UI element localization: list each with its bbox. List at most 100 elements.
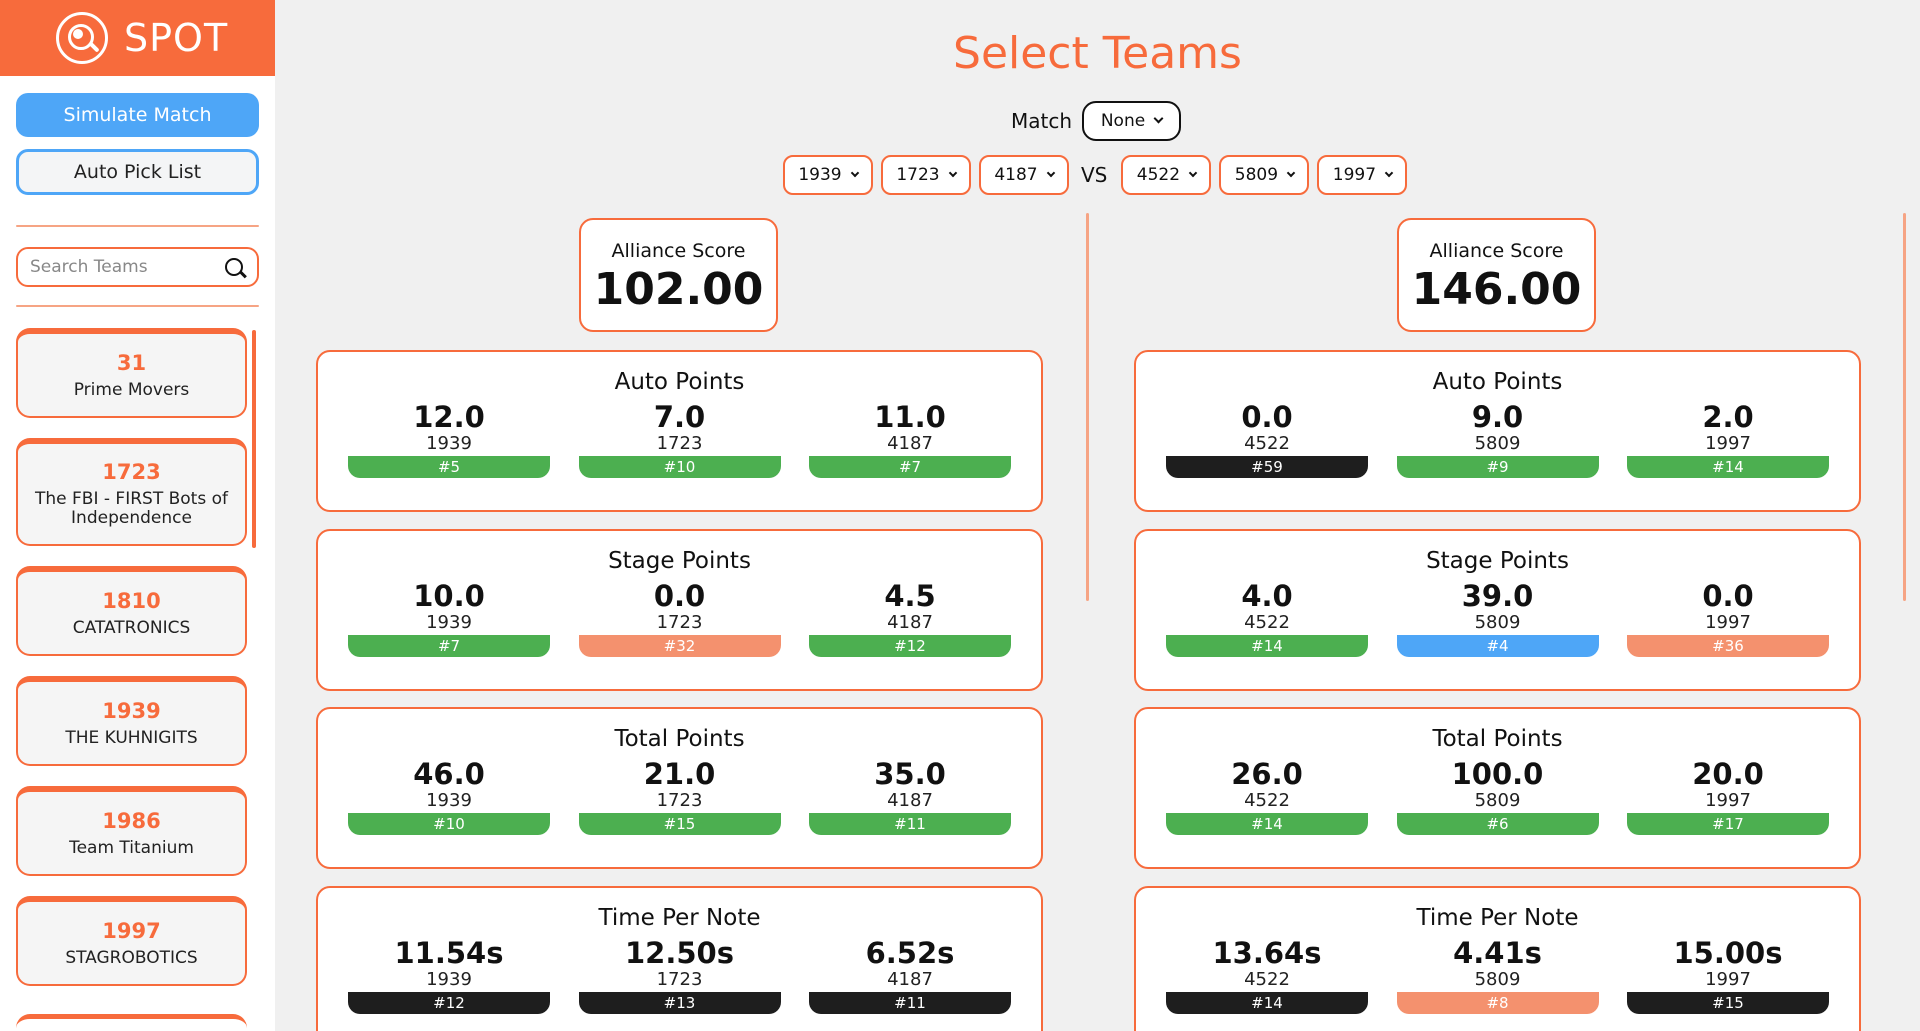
blue-team-select-3[interactable]: 1997 <box>1317 155 1408 195</box>
scrollbar[interactable] <box>1903 213 1906 601</box>
chevron-down-icon <box>1286 168 1296 178</box>
team-list: 31 Prime Movers 1723 The FBI - FIRST Bot… <box>16 328 254 1006</box>
stat-value: 9.0 <box>1471 400 1524 434</box>
stat-team: 4522 <box>1244 433 1290 454</box>
stat-team: 1997 <box>1705 969 1751 990</box>
stat-value: 26.0 <box>1231 757 1303 791</box>
team-name: The FBI - FIRST Bots of Independence <box>35 489 228 528</box>
stat-value: 4.5 <box>884 579 936 613</box>
stat-column: 11.0 4187 #7 <box>809 401 1011 478</box>
team-name: Team Titanium <box>69 837 194 858</box>
team-card[interactable]: 31 Prime Movers <box>16 328 247 418</box>
team-name: THE KUHNIGITS <box>65 727 198 748</box>
team-card[interactable]: 1997 STAGROBOTICS <box>16 896 247 986</box>
stat-column: 12.50s 1723 #13 <box>578 937 781 1014</box>
rank-badge: #11 <box>809 813 1011 835</box>
stat-team: 4187 <box>887 969 933 990</box>
stat-value: 0.0 <box>1702 579 1754 613</box>
match-row: Match None <box>1011 101 1182 141</box>
sidebar-divider <box>16 225 259 227</box>
team-card-partial[interactable] <box>16 1014 247 1031</box>
team-card[interactable]: 1810 CATATRONICS <box>16 566 247 656</box>
team-card[interactable]: 1723 The FBI - FIRST Bots of Independenc… <box>16 438 247 546</box>
match-label: Match <box>1011 109 1073 133</box>
chevron-down-icon <box>1153 113 1164 124</box>
team-number: 1723 <box>102 460 161 484</box>
stat-team: 1939 <box>426 612 472 633</box>
team-number: 1939 <box>102 698 161 723</box>
stat-team: 1997 <box>1705 433 1751 454</box>
stat-column: 0.0 1997 #36 <box>1627 580 1829 657</box>
stat-value: 11.0 <box>874 400 946 434</box>
stat-team: 1939 <box>426 969 472 990</box>
team-number: 1810 <box>102 588 161 613</box>
left-alliance-score: Alliance Score 102.00 <box>579 218 778 332</box>
team-number: 1997 <box>102 918 161 943</box>
alliance-score-label: Alliance Score <box>1429 240 1564 262</box>
search-teams-input[interactable]: Search Teams <box>16 247 259 287</box>
stat-team: 4187 <box>887 433 933 454</box>
brand-header[interactable]: SPOT <box>0 0 275 76</box>
stat-column: 4.0 4522 #14 <box>1166 580 1368 657</box>
team-select-value: 1997 <box>1332 165 1377 185</box>
stat-team: 4187 <box>887 612 933 633</box>
rank-badge: #11 <box>809 992 1011 1014</box>
search-placeholder: Search Teams <box>30 257 148 277</box>
chevron-down-icon <box>1188 168 1198 178</box>
spot-logo-icon <box>56 12 108 64</box>
stat-team: 5809 <box>1474 790 1521 811</box>
blue-team-select-1[interactable]: 4522 <box>1121 155 1212 195</box>
team-name: STAGROBOTICS <box>65 947 198 968</box>
red-team-select-3[interactable]: 4187 <box>979 155 1069 195</box>
rank-badge: #7 <box>348 635 550 657</box>
card-title: Auto Points <box>614 369 745 395</box>
rank-badge: #17 <box>1627 813 1829 835</box>
team-list-scrollbar[interactable] <box>252 330 256 548</box>
stat-value: 10.0 <box>413 579 485 613</box>
auto-pick-list-button[interactable]: Auto Pick List <box>16 149 259 195</box>
page-title: Select Teams <box>953 28 1242 79</box>
stat-team: 5809 <box>1474 612 1521 633</box>
stat-value: 35.0 <box>874 757 946 791</box>
team-card[interactable]: 1939 THE KUHNIGITS <box>16 676 247 766</box>
left-total-points-card: Total Points 46.0 1939 #10 21.0 1723 #15 35.… <box>316 707 1043 869</box>
team-number: 1986 <box>102 808 161 833</box>
rank-badge: #14 <box>1166 992 1368 1014</box>
stat-team: 4522 <box>1244 790 1290 811</box>
stat-team: 1939 <box>426 790 472 811</box>
card-title: Time Per Note <box>1416 905 1579 931</box>
match-select[interactable]: None <box>1082 101 1182 141</box>
red-team-select-1[interactable]: 1939 <box>783 155 873 195</box>
chevron-down-icon <box>850 168 859 178</box>
red-team-select-2[interactable]: 1723 <box>881 155 971 195</box>
stat-column: 15.00s 1997 #15 <box>1627 937 1829 1014</box>
team-card[interactable]: 1986 Team Titanium <box>16 786 247 876</box>
stat-team: 5809 <box>1474 433 1521 454</box>
stat-value: 46.0 <box>413 757 485 791</box>
rank-badge: #36 <box>1627 635 1829 657</box>
simulate-match-button[interactable]: Simulate Match <box>16 93 259 137</box>
team-select-value: 4187 <box>994 165 1038 185</box>
rank-badge: #12 <box>348 992 550 1014</box>
team-select-value: 5809 <box>1234 165 1279 185</box>
stat-team: 1723 <box>656 433 703 454</box>
alliance-divider <box>1086 213 1089 601</box>
rank-badge: #14 <box>1627 456 1829 478</box>
team-name: CATATRONICS <box>72 617 191 638</box>
stat-column: 46.0 1939 #10 <box>348 758 550 835</box>
stat-column: 6.52s 4187 #11 <box>809 937 1011 1014</box>
rank-badge: #15 <box>578 813 781 835</box>
search-icon[interactable] <box>225 258 243 276</box>
team-select-value: 1723 <box>896 165 940 185</box>
blue-team-select-2[interactable]: 5809 <box>1219 155 1310 195</box>
rank-badge: #5 <box>348 456 550 478</box>
team-select-value: 1939 <box>798 165 842 185</box>
left-stage-points-card: Stage Points 10.0 1939 #7 0.0 1723 #32 4.5 41… <box>316 529 1043 691</box>
stat-team: 1723 <box>656 790 703 811</box>
stat-value: 12.0 <box>413 400 485 434</box>
stat-value: 2.0 <box>1702 400 1754 434</box>
stat-team: 1997 <box>1705 790 1751 811</box>
right-auto-points-card: Auto Points 0.0 4522 #59 9.0 5809 #9 2.0 1997… <box>1134 350 1861 512</box>
card-title: Time Per Note <box>598 905 761 931</box>
rank-badge: #14 <box>1166 813 1368 835</box>
